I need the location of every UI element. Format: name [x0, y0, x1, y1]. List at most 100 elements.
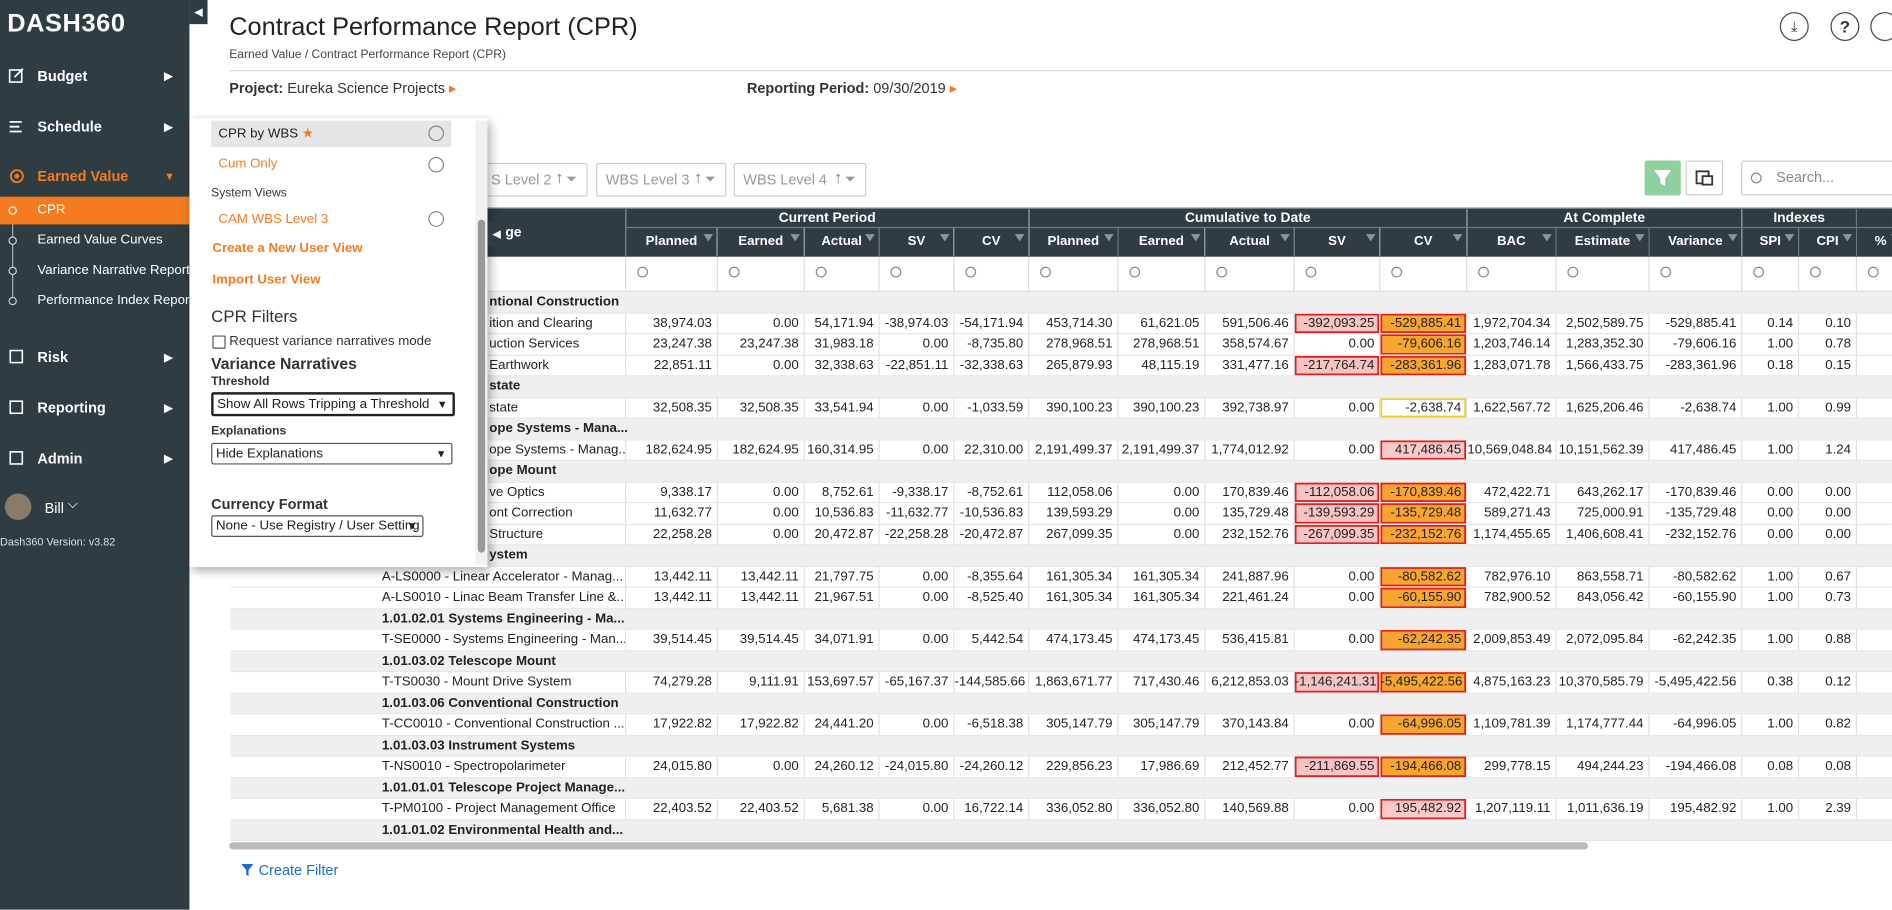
view-item[interactable]: Cum Only	[218, 156, 278, 172]
level-filter[interactable]: WBS Level 3 ⭡ ⏷	[596, 162, 727, 197]
favorite-star[interactable]: ★	[301, 126, 314, 142]
close-panel[interactable]: ◀	[487, 222, 506, 247]
nav-item[interactable]: Schedule ▶	[0, 113, 189, 140]
column-header[interactable]: Earned	[716, 226, 805, 258]
search-cell[interactable]	[1741, 256, 1800, 293]
group-row[interactable]: ▾1.01.03.06 Conventional Construction	[229, 209, 1892, 715]
notifications-button[interactable]	[1870, 12, 1892, 42]
help-button[interactable]: ?	[1830, 12, 1860, 42]
group-row[interactable]: ▾ope Systems - Mana...	[229, 209, 1892, 440]
project[interactable]: Project: Eureka Science Projects ▸	[229, 80, 456, 97]
data-row[interactable]: T-PM0100 - Project Management Office 22,4…	[229, 798, 1892, 820]
nav-item[interactable]: Budget ▶	[0, 63, 189, 90]
collapse-sidebar[interactable]: ◀	[189, 0, 208, 25]
data-row[interactable]: T-SE0000 - Systems Engineering - Man... 3…	[229, 629, 1892, 651]
data-row[interactable]: T-TS0030 - Mount Drive System 74,279.28 9,…	[229, 671, 1892, 694]
data-row[interactable]: T-CC0010 - Conventional Construction ...…	[229, 713, 1892, 736]
column-header[interactable]: CV	[953, 226, 1030, 258]
breadcrumb-link[interactable]: Earned Value	[229, 48, 302, 62]
column-header[interactable]: CPI	[1797, 226, 1858, 258]
group-row[interactable]: ▾1.01.02.01 Systems Engineering - Ma...	[229, 209, 1892, 630]
nav-item[interactable]: Reporting ▶	[0, 395, 189, 422]
refresh-icon[interactable]	[428, 125, 445, 142]
filter-toggle[interactable]	[1644, 160, 1681, 196]
create-filter[interactable]: Create Filter	[240, 862, 338, 878]
columns-button[interactable]	[1685, 160, 1724, 196]
column-header[interactable]: CV	[1379, 226, 1468, 258]
logo[interactable]: DASH360	[7, 9, 126, 38]
data-row[interactable]: A-LS0010 - Linac Beam Transfer Line &...…	[229, 587, 1892, 609]
reporting-period[interactable]: Reporting Period: 09/30/2019 ▸	[747, 80, 957, 97]
column-header[interactable]: SV	[1293, 226, 1381, 258]
nav-item[interactable]: Risk ▶	[0, 344, 189, 371]
column-header[interactable]: SPI	[1741, 226, 1800, 258]
nav-item[interactable]: Admin ▶	[0, 445, 189, 472]
data-row[interactable]: A-LS0000 - Linear Accelerator - Manag...…	[229, 565, 1892, 588]
column-header[interactable]: Actual	[803, 226, 880, 258]
level-filter[interactable]: S Level 2 ⭡ ⏷	[458, 162, 588, 197]
search-cell[interactable]	[804, 256, 880, 293]
sub-nav-item[interactable]: Earned Value Curves	[0, 227, 189, 255]
value-cell: 0.00	[717, 312, 805, 335]
search-cell[interactable]	[1294, 256, 1381, 293]
currency-select[interactable]: None - Use Registry / User Setting ▼	[211, 515, 424, 537]
group-row[interactable]: ▾1.01.01.01 Telescope Project Manage...	[229, 209, 1892, 799]
sub-nav-item[interactable]: Performance Index Report	[0, 287, 193, 315]
create-view-link[interactable]: Create a New User View	[212, 241, 363, 256]
search-cell[interactable]	[717, 256, 805, 293]
explanations-select[interactable]: Hide Explanations ▼	[211, 442, 453, 465]
column-header[interactable]: Actual	[1204, 226, 1295, 258]
search-cell[interactable]	[1379, 256, 1468, 293]
threshold-select[interactable]: Show All Rows Tripping a Threshold ▼	[211, 392, 455, 417]
checkbox-label[interactable]: Request variance narratives mode	[229, 334, 432, 349]
view-item[interactable]: CAM WBS Level 3	[218, 212, 329, 227]
search-cell[interactable]	[1648, 256, 1743, 293]
view-selected[interactable]	[211, 120, 452, 148]
user-name[interactable]: Bill	[44, 499, 64, 517]
search-cell[interactable]	[625, 256, 718, 293]
value-cell: 1,774,012.92	[1204, 439, 1295, 461]
avatar[interactable]	[4, 493, 32, 521]
search-cell[interactable]	[879, 256, 955, 293]
search-cell[interactable]	[1204, 256, 1295, 293]
search-box[interactable]: Search...	[1741, 160, 1892, 196]
nav-item-active[interactable]: Earned Value ▼	[0, 163, 189, 190]
scrollbar[interactable]	[475, 120, 488, 565]
search-cell[interactable]	[953, 256, 1030, 293]
search-cell[interactable]	[1117, 256, 1206, 293]
search-cell[interactable]	[1028, 256, 1119, 293]
view-item[interactable]: CPR by WBS ★	[218, 125, 313, 141]
sub-nav-item[interactable]: CPR	[0, 196, 190, 225]
checkbox[interactable]	[212, 335, 226, 349]
group-label: state	[489, 379, 521, 394]
import-view-link[interactable]: Import User View	[212, 272, 321, 288]
user-menu-arrow[interactable]: ⌵	[67, 497, 78, 512]
column-header[interactable]: Estimate	[1555, 226, 1650, 258]
data-row[interactable]: T-NS0010 - Spectropolarimeter 24,015.80 0.…	[229, 755, 1892, 778]
group-row[interactable]: ▾ntional Construction	[229, 209, 1892, 314]
column-header[interactable]: SV	[878, 226, 955, 258]
search-cell[interactable]	[1466, 256, 1557, 293]
column-header[interactable]: Earned	[1117, 226, 1206, 258]
download-button[interactable]: ⤓	[1779, 12, 1809, 42]
group-row[interactable]: ▾1.01.03.02 Telescope Mount	[229, 209, 1892, 673]
column-header[interactable]: Variance	[1648, 226, 1743, 258]
column-header[interactable]: Planned	[1028, 226, 1119, 258]
column-header[interactable]: Planned	[625, 226, 718, 258]
group-row[interactable]: ▾ope Mount	[229, 209, 1892, 483]
refresh-icon[interactable]	[428, 156, 445, 173]
group-row[interactable]: ▾1.01.01.02 Environmental Health and...	[229, 209, 1892, 842]
sub-nav-item[interactable]: Variance Narrative Report	[0, 257, 190, 285]
search-cell[interactable]	[1856, 256, 1892, 293]
search-cell[interactable]	[1556, 256, 1650, 293]
refresh-icon[interactable]	[428, 211, 445, 227]
scroll-thumb[interactable]	[477, 219, 486, 553]
search-cell[interactable]	[1798, 256, 1858, 293]
group-row[interactable]: ▾state	[229, 209, 1892, 398]
column-header[interactable]: %	[1855, 226, 1892, 258]
level-filter[interactable]: WBS Level 4 ⭡ ⏷	[733, 162, 867, 197]
column-header[interactable]: BAC	[1466, 226, 1557, 258]
group-row[interactable]: ▾1.01.03.03 Instrument Systems	[229, 209, 1892, 757]
horizontal-scrollbar[interactable]	[229, 842, 1588, 850]
group-row[interactable]: ▾ystem	[229, 209, 1892, 567]
